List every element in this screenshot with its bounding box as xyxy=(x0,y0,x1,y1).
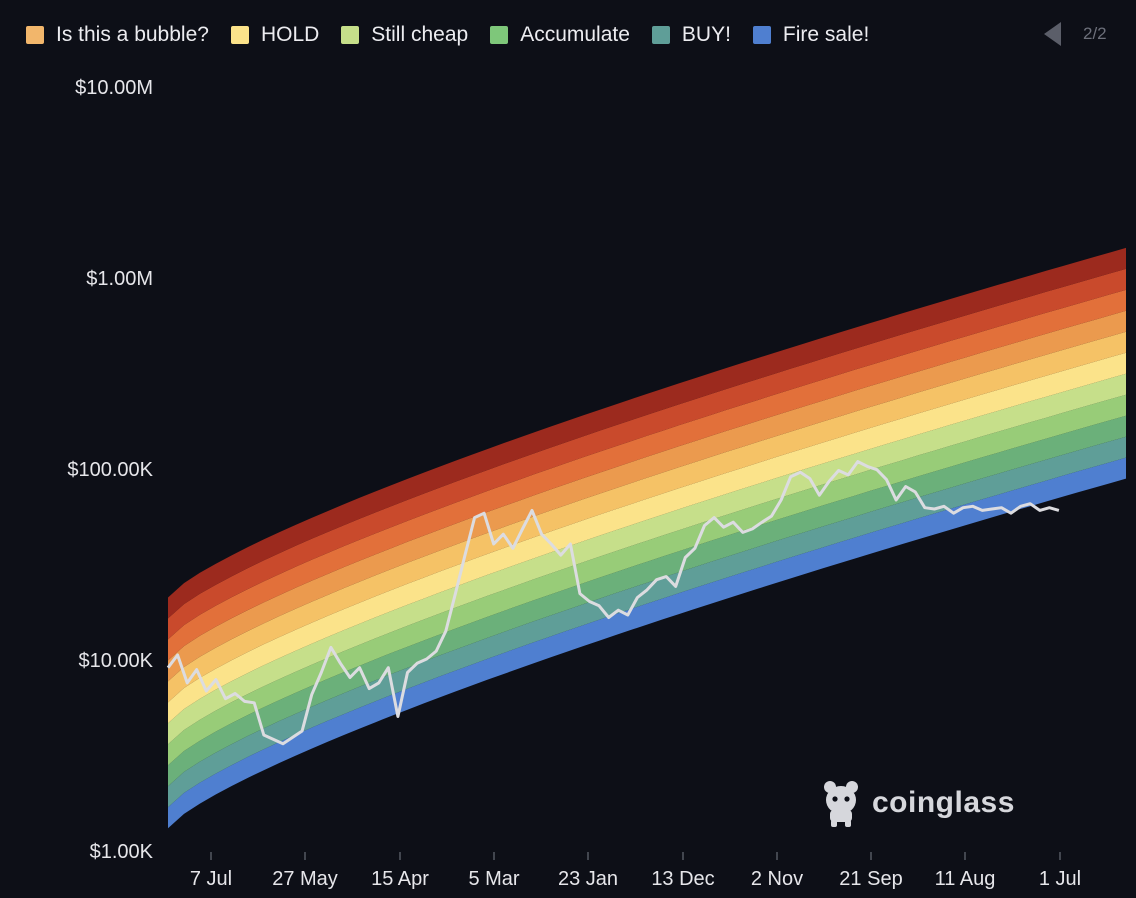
x-tick-label: 1 Jul xyxy=(1039,868,1081,890)
legend-swatch xyxy=(341,26,360,44)
legend-label: BUY! xyxy=(681,23,731,46)
x-tick-label: 27 May xyxy=(272,868,338,890)
y-tick-label: $1.00M xyxy=(86,268,153,290)
legend-label: HOLD xyxy=(260,23,320,46)
x-tick-label: 23 Jan xyxy=(558,868,618,890)
legend-item[interactable]: Fire sale! xyxy=(752,23,870,47)
x-tick-label: 5 Mar xyxy=(468,868,519,890)
chart-legend: Is this a bubble? HOLD Still cheap Accumula… xyxy=(26,18,891,52)
x-tick-label: 7 Jul xyxy=(190,868,232,890)
legend-item[interactable]: Still cheap xyxy=(341,23,468,47)
legend-pager[interactable]: 2/2 xyxy=(1044,22,1107,46)
y-tick-label: $10.00M xyxy=(75,77,153,99)
prev-page-arrow-icon[interactable] xyxy=(1044,22,1061,46)
rainbow-band xyxy=(168,310,1126,682)
price-line xyxy=(166,460,1060,746)
x-tick-label: 15 Apr xyxy=(371,868,429,890)
coinglass-mascot-icon xyxy=(824,781,858,827)
legend-swatch xyxy=(752,26,771,44)
rainbow-bands xyxy=(168,247,1126,829)
legend-swatch xyxy=(230,26,249,44)
rainbow-band xyxy=(168,352,1126,724)
y-tick-label: $10.00K xyxy=(78,650,153,672)
x-tick-label: 13 Dec xyxy=(651,868,714,890)
x-tick-label: 11 Aug xyxy=(935,868,996,890)
legend-item[interactable]: Is this a bubble? xyxy=(26,23,209,47)
x-axis: 7 Jul 27 May 15 Apr 5 Mar 23 Jan 13 Dec 2 Nov 2… xyxy=(190,852,1081,890)
legend-item[interactable]: Accumulate xyxy=(490,23,630,47)
rainbow-band xyxy=(168,394,1126,766)
rainbow-band xyxy=(168,373,1126,745)
pager-count: 2/2 xyxy=(1083,24,1107,43)
legend-item[interactable]: BUY! xyxy=(651,23,731,47)
legend-label: Is this a bubble? xyxy=(56,23,209,46)
rainbow-band xyxy=(168,268,1126,640)
y-tick-label: $1.00K xyxy=(90,841,154,863)
x-tick-label: 2 Nov xyxy=(751,868,803,890)
rainbow-band xyxy=(168,289,1126,661)
rainbow-band xyxy=(168,436,1126,808)
y-tick-label: $100.00K xyxy=(67,459,153,481)
legend-swatch xyxy=(26,26,44,44)
legend-label: Still cheap xyxy=(371,23,469,46)
legend-label: Fire sale! xyxy=(782,23,870,46)
brand-name: coinglass xyxy=(872,786,1015,819)
rainbow-band xyxy=(168,415,1126,787)
y-axis: $1.00K $10.00K $100.00K $1.00M $10.00M xyxy=(67,77,153,863)
rainbow-band xyxy=(168,247,1126,619)
legend-swatch xyxy=(651,26,670,44)
x-tick-label: 21 Sep xyxy=(839,868,902,890)
coinglass-logo: coinglass xyxy=(820,778,1015,828)
rainbow-band xyxy=(168,331,1126,703)
rainbow-band xyxy=(168,457,1126,829)
legend-item[interactable]: HOLD xyxy=(230,23,320,47)
legend-swatch xyxy=(490,26,509,44)
legend-label: Accumulate xyxy=(520,23,630,46)
